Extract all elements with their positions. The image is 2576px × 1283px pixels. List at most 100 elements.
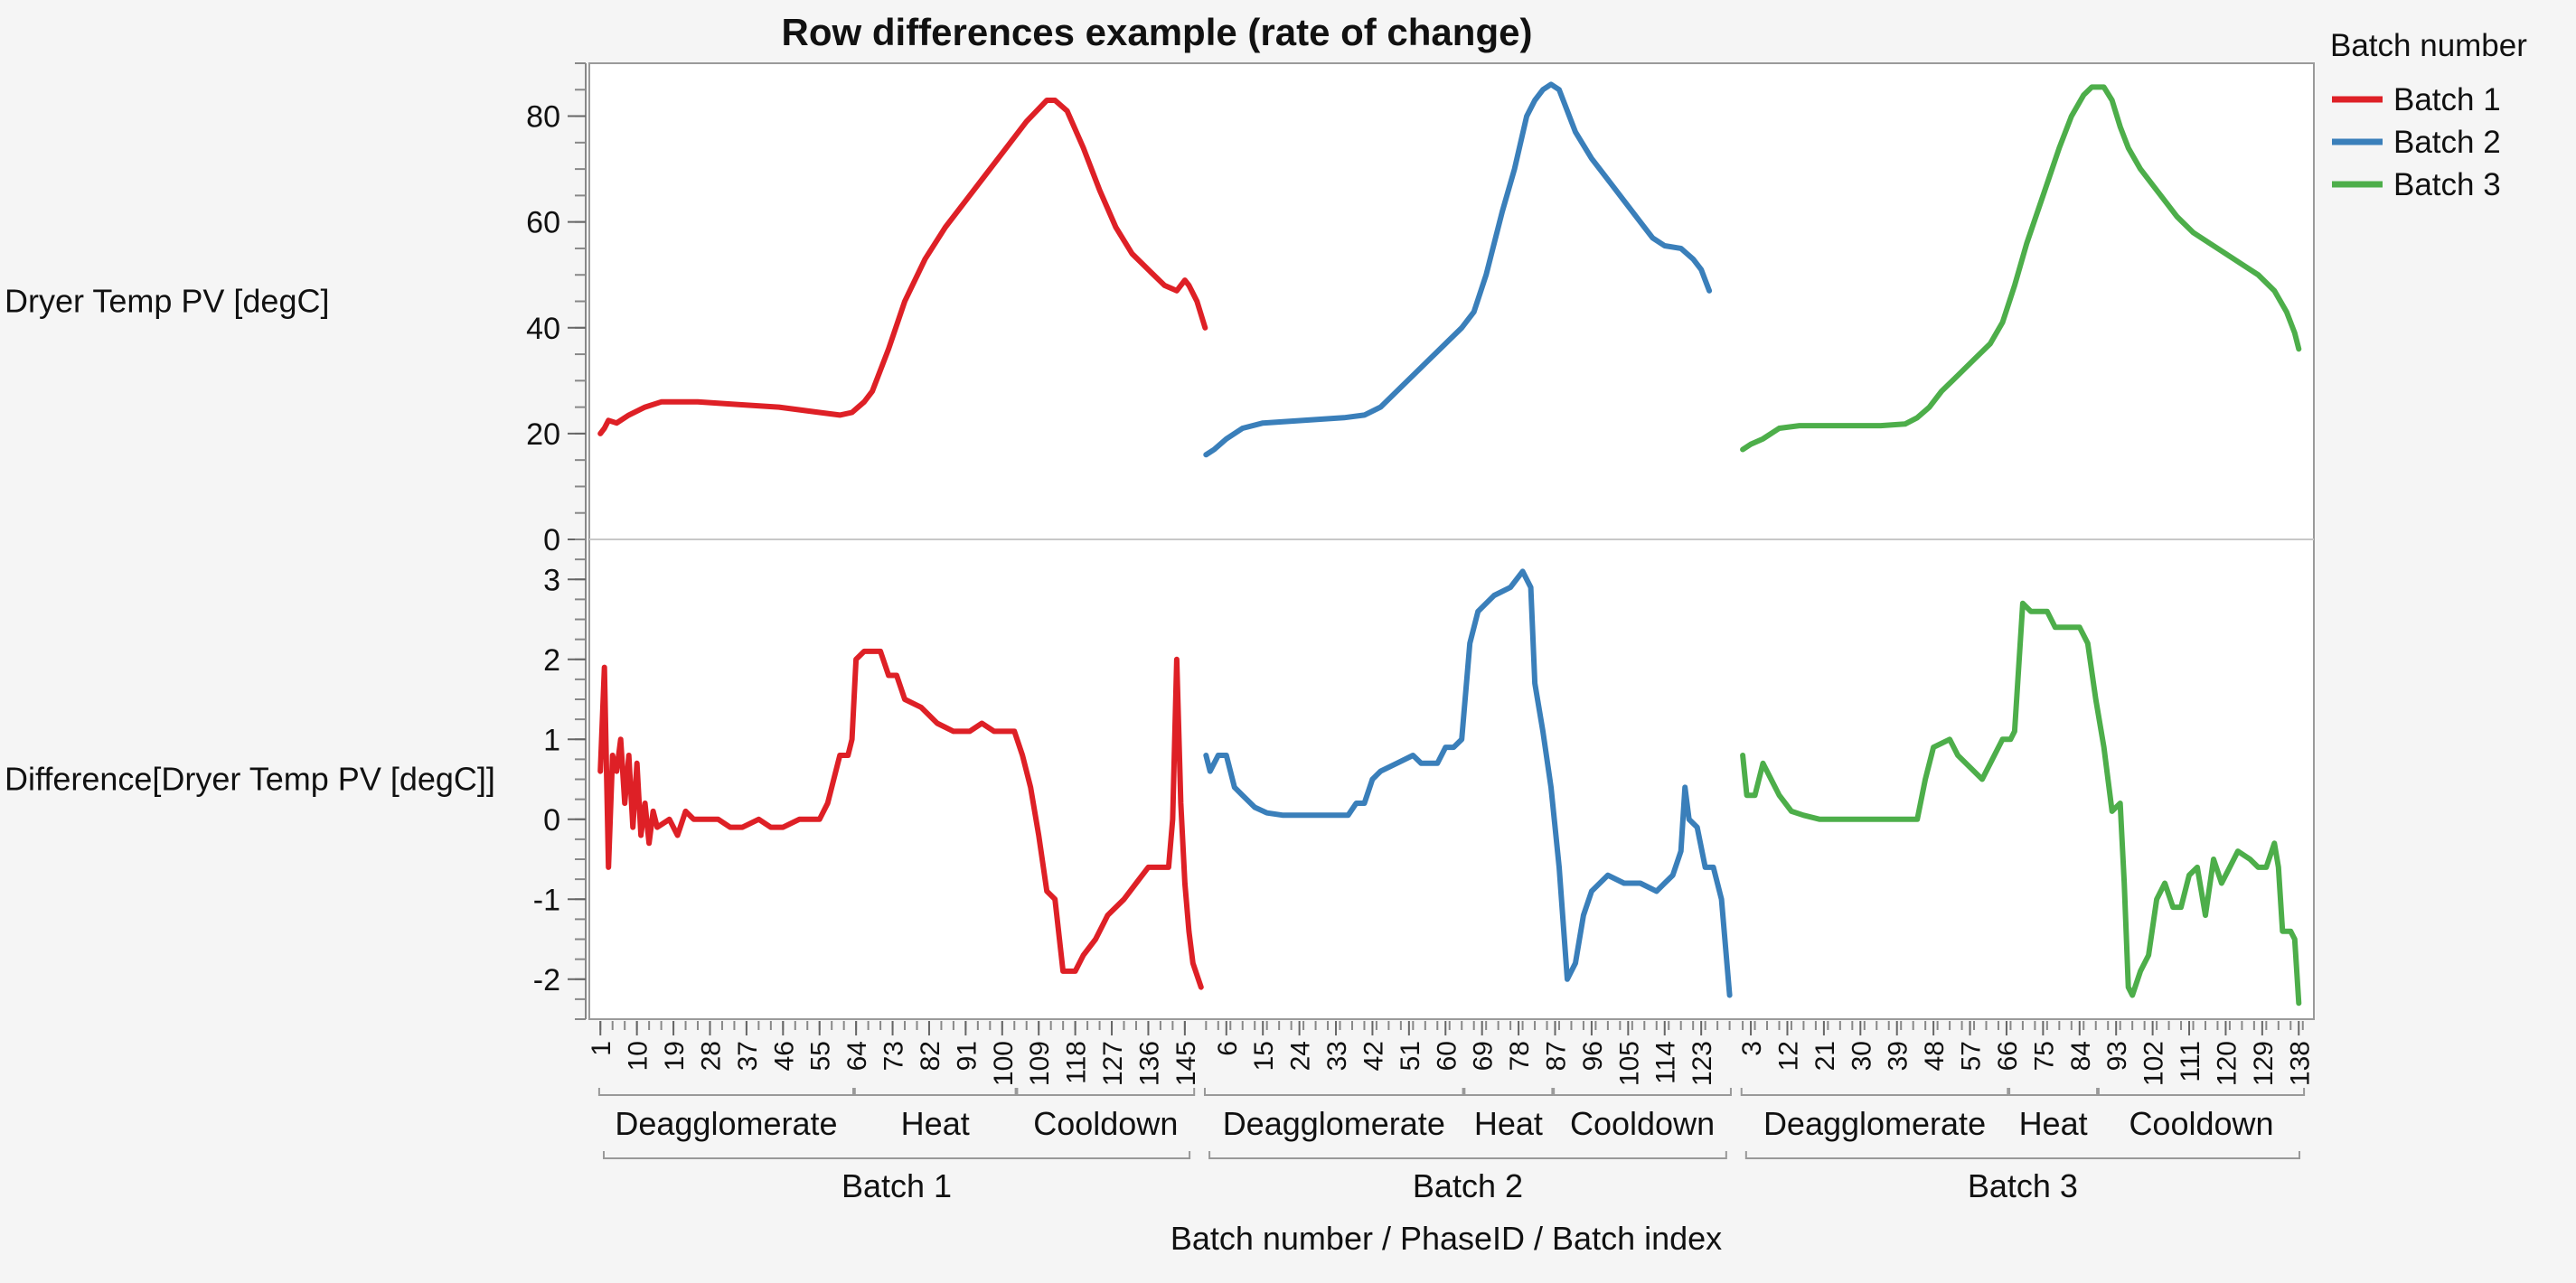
y-tick-label: 60 bbox=[526, 206, 560, 240]
y-tick-label: 1 bbox=[543, 723, 560, 757]
y-tick-label: 2 bbox=[543, 643, 560, 678]
x-tick-label: 123 bbox=[1688, 1041, 1717, 1086]
y-tick-label: -2 bbox=[533, 963, 560, 997]
phase-bracket bbox=[853, 1088, 1017, 1096]
x-tick-label: 127 bbox=[1098, 1041, 1128, 1086]
y-tick-label: 0 bbox=[543, 523, 560, 557]
x-axis: 1 10 19 28 37 46 55 64 73 82 91 100 109 118 127 136 145 D… bbox=[587, 1021, 2315, 1204]
phase-label: Heat bbox=[2019, 1105, 2088, 1142]
y-tick-label: -1 bbox=[533, 883, 560, 917]
x-tick-label: 84 bbox=[2066, 1041, 2096, 1071]
y-tick-label: 20 bbox=[526, 417, 560, 452]
x-tick-label: 114 bbox=[1651, 1041, 1681, 1084]
x-tick-label: 1 bbox=[587, 1041, 616, 1056]
phase-bracket bbox=[1740, 1088, 2009, 1096]
phase-label: Heat bbox=[1474, 1105, 1543, 1142]
phase-label: Cooldown bbox=[1570, 1105, 1715, 1142]
x-tick-label: 93 bbox=[2102, 1041, 2132, 1071]
phase-bracket bbox=[1016, 1088, 1196, 1096]
x-tick-label: 118 bbox=[1062, 1041, 1092, 1084]
phase-label: Deagglomerate bbox=[615, 1105, 837, 1142]
x-tick-label: 78 bbox=[1505, 1041, 1535, 1071]
axes: 0 20 40 60 80 Dryer Temp PV [degC] -2 -1 0 1 2 3 Dif… bbox=[5, 62, 587, 1020]
series-line-batch-1-panel-1 bbox=[597, 98, 1208, 436]
y-axis-label: Dryer Temp PV [degC] bbox=[5, 283, 329, 320]
x-tick-label: 12 bbox=[1773, 1041, 1803, 1071]
legend-title: Batch number bbox=[2330, 28, 2527, 63]
x-tick-label: 6 bbox=[1213, 1041, 1243, 1056]
x-tick-label: 138 bbox=[2285, 1041, 2315, 1086]
chart-title: Row differences example (rate of change) bbox=[782, 11, 1533, 53]
x-tick-label: 73 bbox=[879, 1041, 909, 1071]
x-tick-label: 24 bbox=[1286, 1041, 1316, 1071]
batch-label: Batch 3 bbox=[1968, 1167, 2078, 1204]
batch-label: Batch 1 bbox=[841, 1167, 952, 1204]
series-line-batch-1-panel-2 bbox=[597, 648, 1204, 990]
legend: Batch 1 Batch 2 Batch 3 bbox=[2332, 82, 2501, 202]
batch-bracket bbox=[1744, 1151, 2300, 1159]
x-axis-label: Batch number / PhaseID / Batch index bbox=[1170, 1220, 1722, 1257]
plot-frame bbox=[588, 62, 2315, 1020]
phase-label: Heat bbox=[901, 1105, 970, 1142]
batch-bracket bbox=[603, 1151, 1191, 1159]
y-axis-label: Difference[Dryer Temp PV [degC]] bbox=[5, 761, 495, 798]
phase-label: Deagglomerate bbox=[1763, 1105, 1986, 1142]
phase-bracket bbox=[2097, 1088, 2306, 1096]
phase-bracket bbox=[1553, 1088, 1732, 1096]
batch-label: Batch 2 bbox=[1413, 1167, 1523, 1204]
x-tick-label: 64 bbox=[842, 1041, 872, 1071]
x-tick-label: 66 bbox=[1993, 1041, 2023, 1071]
x-tick-label: 42 bbox=[1359, 1041, 1388, 1071]
x-tick-label: 33 bbox=[1322, 1041, 1352, 1071]
x-tick-label: 60 bbox=[1432, 1041, 1462, 1071]
x-tick-label: 91 bbox=[952, 1041, 982, 1071]
series-line-batch-3-panel-2 bbox=[1740, 600, 2302, 1007]
x-tick-label: 111 bbox=[2176, 1041, 2205, 1082]
y-tick-label: 80 bbox=[526, 100, 560, 135]
phase-bracket bbox=[1203, 1088, 1464, 1096]
x-tick-label: 15 bbox=[1249, 1041, 1279, 1071]
x-tick-label: 69 bbox=[1469, 1041, 1499, 1071]
y-tick-label: 40 bbox=[526, 312, 560, 346]
legend-entry: Batch 1 bbox=[2393, 82, 2501, 117]
x-tick-label: 145 bbox=[1171, 1041, 1201, 1086]
x-tick-label: 75 bbox=[2029, 1041, 2059, 1071]
x-tick-label: 30 bbox=[1847, 1041, 1876, 1071]
x-tick-label: 37 bbox=[733, 1041, 763, 1071]
x-tick-label: 46 bbox=[769, 1041, 799, 1071]
x-tick-label: 3 bbox=[1737, 1041, 1767, 1056]
legend-entry: Batch 2 bbox=[2393, 125, 2501, 160]
x-tick-label: 100 bbox=[989, 1041, 1019, 1086]
phase-bracket bbox=[2008, 1088, 2099, 1096]
legend-entry: Batch 3 bbox=[2393, 167, 2501, 202]
x-tick-label: 28 bbox=[696, 1041, 726, 1071]
x-tick-label: 109 bbox=[1025, 1041, 1055, 1086]
x-tick-label: 39 bbox=[1884, 1041, 1913, 1071]
x-tick-label: 48 bbox=[1920, 1041, 1950, 1071]
series-line-batch-3-panel-1 bbox=[1740, 84, 2302, 453]
x-tick-label: 51 bbox=[1396, 1041, 1425, 1071]
x-tick-label: 87 bbox=[1542, 1041, 1572, 1071]
series-line-batch-2-panel-1 bbox=[1203, 81, 1713, 458]
x-tick-label: 105 bbox=[1614, 1041, 1644, 1086]
x-tick-label: 129 bbox=[2249, 1041, 2279, 1086]
x-tick-label: 57 bbox=[1957, 1041, 1987, 1071]
phase-bracket bbox=[597, 1088, 854, 1096]
x-tick-label: 10 bbox=[624, 1041, 653, 1071]
y-tick-label: 3 bbox=[543, 563, 560, 597]
plot-area bbox=[588, 62, 2315, 1020]
x-tick-label: 19 bbox=[660, 1041, 690, 1071]
phase-bracket bbox=[1463, 1088, 1554, 1096]
x-tick-label: 96 bbox=[1578, 1041, 1608, 1071]
batch-bracket bbox=[1208, 1151, 1727, 1159]
x-tick-label: 120 bbox=[2212, 1041, 2242, 1086]
y-tick-label: 0 bbox=[543, 803, 560, 838]
phase-label: Deagglomerate bbox=[1223, 1105, 1445, 1142]
phase-label: Cooldown bbox=[1033, 1105, 1178, 1142]
x-tick-label: 136 bbox=[1134, 1041, 1164, 1086]
x-tick-label: 21 bbox=[1810, 1041, 1840, 1071]
phase-label: Cooldown bbox=[2129, 1105, 2273, 1142]
x-tick-label: 102 bbox=[2139, 1041, 2169, 1086]
